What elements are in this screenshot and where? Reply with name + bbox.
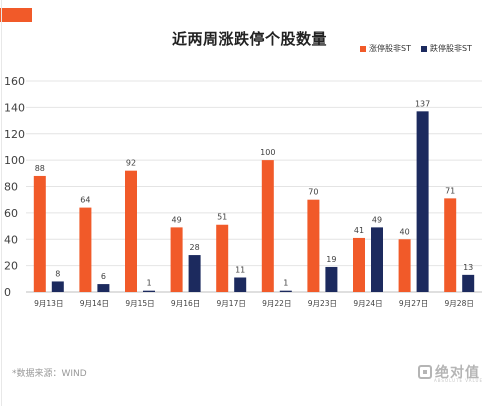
x-tick-label: 9月22日 [262, 299, 291, 308]
y-tick-label: 40 [4, 233, 18, 246]
data-label: 1 [283, 279, 288, 288]
bar-limit-down [51, 281, 64, 292]
left-frame-line [1, 0, 2, 406]
data-label: 41 [354, 226, 364, 235]
logo-text: 绝对值 [435, 365, 480, 381]
data-label: 49 [172, 215, 182, 224]
brand-logo: 绝对值 [418, 362, 480, 382]
logo-subtext: ABSOLUTE VALUE [434, 378, 483, 383]
y-tick-label: 160 [4, 75, 25, 88]
y-tick-label: 60 [4, 207, 18, 220]
x-tick-label: 9月28日 [445, 299, 474, 308]
x-tick-label: 9月16日 [171, 299, 200, 308]
y-tick-label: 80 [4, 181, 18, 194]
bar-limit-up [444, 198, 457, 292]
data-label: 40 [400, 227, 410, 236]
corner-accent-tab [0, 8, 32, 22]
bar-limit-up [216, 224, 229, 292]
data-label: 64 [80, 196, 90, 205]
y-tick-label: 100 [4, 154, 25, 167]
data-label: 137 [415, 99, 430, 108]
legend-item-limit-down: 跌停股非ST [420, 43, 472, 54]
bar-limit-down [188, 255, 201, 292]
bar-limit-down [462, 274, 475, 292]
legend-item-limit-up: 涨停股非ST [360, 43, 411, 54]
bar-limit-up [170, 227, 183, 292]
bar-limit-down [143, 290, 155, 292]
data-label: 19 [326, 255, 336, 264]
x-tick-label: 9月23日 [308, 299, 337, 308]
data-label: 6 [101, 272, 106, 281]
legend-swatch-limit-down [420, 45, 427, 52]
bar-limit-up [261, 160, 274, 292]
data-label: 88 [35, 164, 45, 173]
bar-limit-down [97, 284, 110, 292]
bar-limit-up [125, 170, 137, 292]
data-label: 70 [308, 188, 318, 197]
data-label: 13 [463, 263, 473, 272]
bar-limit-up [33, 175, 46, 292]
x-tick-label: 9月15日 [125, 299, 154, 308]
bar-limit-down [234, 277, 247, 292]
data-label: 92 [126, 159, 136, 168]
data-label: 100 [260, 148, 275, 157]
x-tick-label: 9月13日 [34, 299, 63, 308]
data-label: 49 [372, 215, 382, 224]
data-label: 51 [217, 213, 227, 222]
y-tick-label: 20 [4, 260, 18, 273]
x-tick-label: 9月17日 [217, 299, 246, 308]
chart-legend: 涨停股非ST 跌停股非ST [360, 43, 472, 54]
legend-label-limit-down: 跌停股非ST [429, 44, 472, 53]
data-label: 1 [146, 279, 151, 288]
x-tick-label: 9月24日 [353, 299, 382, 308]
y-tick-label: 140 [4, 101, 25, 114]
bar-limit-up [398, 239, 411, 292]
data-source-note: *数据来源：WIND [12, 369, 87, 379]
bar-limit-up [353, 237, 365, 292]
bar-limit-down [371, 227, 383, 292]
bar-limit-up [307, 199, 320, 292]
x-tick-label: 9月27日 [399, 299, 428, 308]
bar-limit-down [279, 290, 292, 292]
data-label: 71 [445, 186, 455, 195]
y-tick-label: 0 [4, 286, 11, 299]
data-label: 28 [190, 243, 200, 252]
y-tick-label: 120 [4, 128, 25, 141]
legend-swatch-limit-up [360, 45, 366, 52]
logo-icon [418, 365, 432, 379]
bar-limit-down [416, 111, 429, 292]
legend-label-limit-up: 涨停股非ST [369, 44, 411, 53]
data-label: 11 [235, 265, 245, 274]
bar-limit-up [79, 207, 92, 292]
data-label: 8 [55, 269, 60, 278]
x-tick-label: 9月14日 [80, 299, 109, 308]
bar-limit-down [325, 266, 338, 292]
chart-title: 近两周涨跌停个股数量 [171, 30, 327, 48]
